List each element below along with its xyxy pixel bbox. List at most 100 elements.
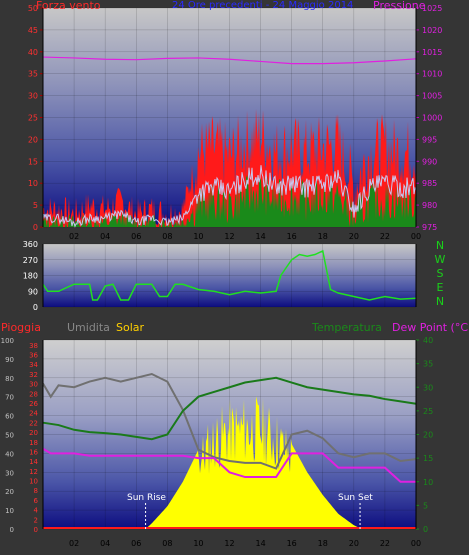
humidity-label: Umidita <box>67 321 110 334</box>
wind-tick-label: 10 <box>28 179 38 188</box>
humidity-tick-label: 20 <box>5 488 14 496</box>
rain-tick-label: 32 <box>29 371 38 379</box>
humidity-tick-label: 70 <box>5 394 14 402</box>
temp-tick-label: 10 <box>423 478 433 487</box>
temp-tick-label: 30 <box>423 383 433 392</box>
temp-x-tick-label: 00 <box>411 539 421 548</box>
compass-label: E <box>437 281 444 294</box>
direction-tick-label: 90 <box>28 287 38 296</box>
base-wind-series-area <box>43 174 416 227</box>
wind-x-tick-label: 18 <box>318 232 328 241</box>
sunrise-label: Sun Rise <box>127 493 166 503</box>
wind-tick-label: 45 <box>28 26 38 35</box>
pressure-tick-label: 975 <box>422 223 437 232</box>
temp-x-tick-label: 06 <box>131 539 141 548</box>
pressure-tick-label: 980 <box>422 201 437 210</box>
compass-label: N <box>436 295 444 308</box>
rain-tick-label: 18 <box>29 439 38 447</box>
temperature-series-line <box>42 376 417 441</box>
rain-tick-label: 22 <box>29 419 38 427</box>
compass-label: W <box>435 253 446 266</box>
rain-tick-label: 6 <box>34 497 39 505</box>
temp-x-tick-label: 04 <box>100 539 110 548</box>
wind-x-tick-label: 22 <box>380 232 390 241</box>
wind-x-tick-label: 16 <box>287 232 297 241</box>
temp-x-tick-label: 18 <box>318 539 328 548</box>
humidity-tick-label: 90 <box>5 356 14 364</box>
pressure-tick-label: 995 <box>422 135 437 144</box>
wind-x-tick-label: 12 <box>224 232 234 241</box>
temp-tick-label: 0 <box>423 525 428 534</box>
temp-tick-label: 25 <box>423 407 433 416</box>
rain-tick-label: 10 <box>29 478 38 486</box>
pressure-tick-label: 1020 <box>422 26 442 35</box>
rain-tick-label: 0 <box>34 526 38 534</box>
compass-label: S <box>437 267 444 280</box>
pressure-tick-label: 1000 <box>422 114 442 123</box>
temp-x-tick-label: 12 <box>224 539 234 548</box>
pressure-tick-label: 1005 <box>422 92 442 101</box>
rain-tick-label: 20 <box>29 429 38 437</box>
wind-tick-label: 15 <box>28 157 38 166</box>
pressure-tick-label: 1025 <box>422 4 442 13</box>
humidity-tick-label: 80 <box>5 375 14 383</box>
temp-tick-label: 5 <box>423 501 428 510</box>
wind-x-tick-label: 06 <box>131 232 141 241</box>
humidity-tick-label: 40 <box>5 450 14 458</box>
humidity-tick-label: 60 <box>5 413 14 421</box>
wind-x-tick-label: 02 <box>69 232 79 241</box>
rain-tick-label: 24 <box>29 410 38 418</box>
wind-x-tick-label: 08 <box>162 232 172 241</box>
dewpoint-label: Dew Point (°C) <box>392 321 469 334</box>
dewpoint-series-line <box>42 447 416 483</box>
wind-tick-label: 30 <box>28 92 38 101</box>
wind-x-tick-label: 04 <box>100 232 110 241</box>
sunset-label: Sun Set <box>338 493 373 503</box>
humidity-series-line <box>42 372 417 470</box>
temp-tick-label: 35 <box>423 360 433 369</box>
rain-tick-label: 34 <box>29 361 38 369</box>
humidity-tick-label: 100 <box>1 337 14 345</box>
temp-tick-label: 20 <box>423 431 433 440</box>
humidity-tick-label: 0 <box>10 526 14 534</box>
compass-label: N <box>436 239 444 252</box>
wind-tick-label: 50 <box>28 4 38 13</box>
solar-label: Solar <box>116 321 145 334</box>
direction-series-line <box>42 249 417 301</box>
temp-x-tick-label: 08 <box>162 539 172 548</box>
temp-x-tick-label: 20 <box>349 539 359 548</box>
temp-x-tick-label: 16 <box>287 539 297 548</box>
wind-tick-label: 35 <box>28 70 38 79</box>
pressure-series-line <box>42 56 417 65</box>
wind-tick-label: 5 <box>33 201 38 210</box>
humidity-tick-label: 10 <box>5 507 14 515</box>
humidity-tick-label: 30 <box>5 469 14 477</box>
direction-tick-label: 270 <box>23 256 38 265</box>
direction-tick-label: 360 <box>23 240 38 249</box>
temp-x-tick-label: 10 <box>193 539 203 548</box>
rain-tick-label: 30 <box>29 381 38 389</box>
wind-tick-label: 40 <box>28 48 38 57</box>
wind-x-tick-label: 10 <box>193 232 203 241</box>
wind-tick-label: 25 <box>28 114 38 123</box>
rain-tick-label: 8 <box>34 487 38 495</box>
wind-x-tick-label: 00 <box>411 232 421 241</box>
wind-chart-title: 24 Ore precedenti - 24 Maggio 2014 <box>172 0 353 11</box>
rain-tick-label: 16 <box>29 448 38 456</box>
temp-x-tick-label: 22 <box>380 539 390 548</box>
rain-tick-label: 4 <box>34 507 39 515</box>
direction-tick-label: 180 <box>23 272 38 281</box>
wind-x-tick-label: 20 <box>349 232 359 241</box>
rain-tick-label: 36 <box>29 352 38 360</box>
temp-x-tick-label: 14 <box>255 539 265 548</box>
pressure-axis-label: Pressione <box>373 0 426 12</box>
temp-tick-label: 40 <box>423 336 433 345</box>
rain-tick-label: 26 <box>29 400 38 408</box>
pressure-tick-label: 1010 <box>422 70 442 79</box>
pressure-tick-label: 990 <box>422 157 437 166</box>
rain-tick-label: 12 <box>29 468 38 476</box>
wind-axis-label: Forza vento <box>36 0 101 12</box>
direction-tick-label: 0 <box>33 303 38 312</box>
gust-series-area <box>43 109 416 227</box>
